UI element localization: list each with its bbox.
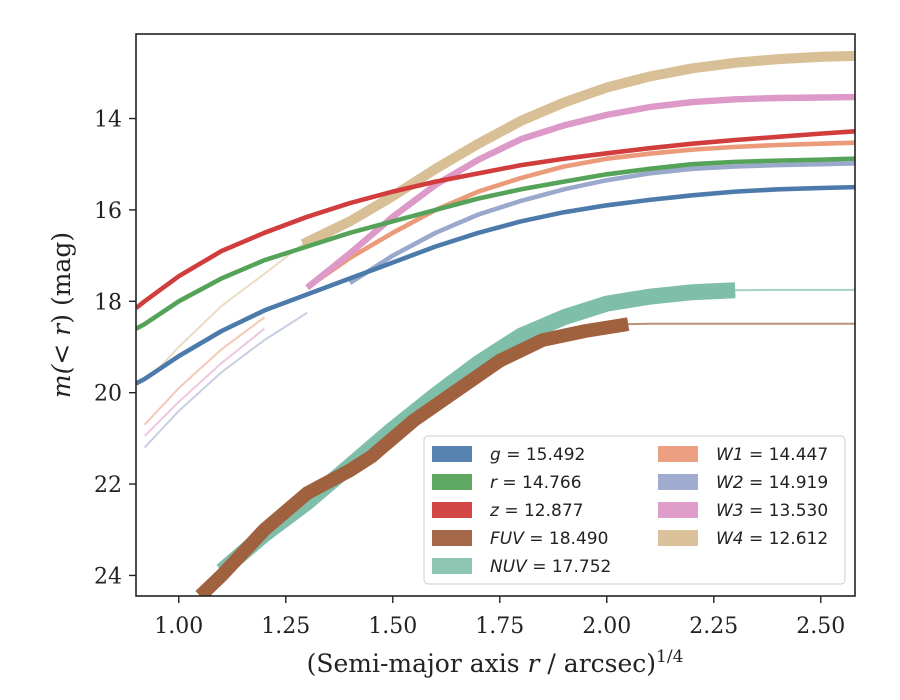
series-faded [143,316,265,426]
x-tick-label: 1.50 [368,614,417,639]
series-line [305,140,855,290]
series-line [136,184,855,386]
legend-label: r = 14.766 [490,473,582,493]
legend-swatch [432,530,472,546]
series-g [136,184,855,386]
legend-label: W1 = 14.447 [716,445,828,465]
series-z [136,129,855,310]
legend-item-g: g = 15.492 [432,445,585,465]
y-tick-label: 20 [94,382,122,407]
legend-swatch [432,558,472,574]
y-tick-label: 18 [94,290,122,315]
legend-label: W3 = 13.530 [716,501,828,521]
y-tick-label: 24 [94,564,122,589]
legend-item-w3: W3 = 13.530 [658,501,828,521]
legend-item-fuv: FUV = 18.490 [432,529,608,549]
legend-box [423,435,846,585]
legend-swatch [432,446,472,462]
legend-label: W2 = 14.919 [716,473,828,493]
y-tick-label: 16 [94,199,122,224]
series-line [136,156,855,331]
legend-item-r: r = 14.766 [432,473,582,493]
y-axis-label: m(< r) (mag) [47,232,76,398]
x-tick-label: 2.00 [582,614,631,639]
series-line [348,161,855,285]
plot-frame [135,33,856,597]
y-axis: 14 16 18 20 22 24 [94,108,136,589]
series-w3 [143,93,855,437]
series-faded [156,243,304,371]
series-line [305,93,855,291]
legend-swatch [432,474,472,490]
x-tick-label: 2.25 [689,614,738,639]
legend-item-nuv: NUV = 17.752 [432,557,611,577]
legend-item-z: z = 12.877 [432,501,583,521]
series-faded [143,327,266,437]
legend-label: NUV = 17.752 [490,557,611,577]
series-w2 [143,161,855,449]
legend-item-w2: W2 = 14.919 [658,473,828,493]
x-tick-label: 2.50 [796,614,845,639]
legend-swatch [658,446,698,462]
chart-legend: g = 15.492 r = 14.766 z = 12.877 FUV = 18.4… [423,435,846,585]
legend-swatch [658,502,698,518]
legend-swatch [658,474,698,490]
legend-label: z = 12.877 [489,501,583,521]
series-w1 [143,140,855,426]
legend-label: W4 = 12.612 [716,529,828,549]
legend-swatch [432,502,472,518]
series-line [216,282,736,577]
legend-label: g = 15.492 [490,445,585,465]
series-faded [143,311,308,449]
series-nuv [216,282,855,577]
series-line [136,129,855,310]
legend-item-w1: W1 = 14.447 [658,445,828,465]
series-fuv [195,317,855,596]
legend-swatch [658,530,698,546]
y-tick-label: 14 [94,108,122,133]
series-r [136,156,855,331]
x-axis-label: (Semi-major axis r / arcsec)1/4 [307,647,684,678]
series-layer [136,50,855,596]
legend-item-w4: W4 = 12.612 [658,529,828,549]
y-tick-label: 22 [94,473,122,498]
legend-label: FUV = 18.490 [490,529,608,549]
series-line [195,317,630,596]
x-tick-label: 1.75 [475,614,524,639]
x-axis: 1.00 1.25 1.50 1.75 2.00 2.25 2.50 [154,596,845,639]
x-tick-label: 1.25 [261,614,310,639]
x-tick-label: 1.00 [154,614,203,639]
